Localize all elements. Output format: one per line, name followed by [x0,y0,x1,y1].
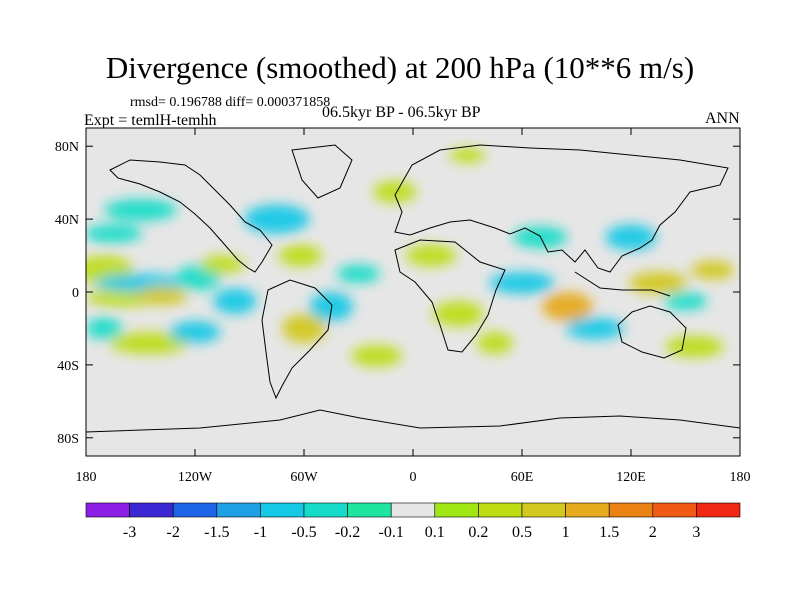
contour-region [336,264,381,283]
colorbar-swatch [172,502,218,518]
season-label: ANN [705,110,740,127]
colorbar-label: -0.2 [335,524,360,541]
colorbar-swatch [390,502,436,518]
contour-region [432,301,484,327]
x-tick-label: 120W [178,470,213,485]
contour-region [373,180,417,203]
contour-region [405,244,457,267]
contour-region [476,332,513,354]
contour-region [449,148,486,163]
colorbar-label: -0.1 [379,524,404,541]
coastline-eurasia [394,144,729,273]
coastline-north-america [109,159,273,273]
x-tick-label: 180 [76,470,97,485]
y-tick-label: 40S [57,359,79,374]
x-tick-label: 60E [511,470,534,485]
colorbar-swatch [608,502,654,518]
colorbar-swatch [434,502,479,518]
coastline-south-america [261,279,333,400]
colorbar-label: 0.5 [512,524,532,541]
contour-region [244,204,310,234]
coastline-indonesia [574,271,671,297]
colorbar-swatch [129,502,174,518]
colorbar-label: -1.5 [204,524,229,541]
contour-region [665,335,724,358]
contour-region [278,244,323,267]
contour-region [169,321,221,344]
contour-region [489,271,555,294]
colorbar-label: 0.1 [425,524,445,541]
contour-region [629,271,688,294]
contour-region [541,292,593,322]
colorbar-label: 2 [649,524,657,541]
colorbar-label: 1 [562,524,570,541]
colorbar-label: 0.2 [468,524,488,541]
contour-region [565,317,624,340]
colorbar-swatch [696,502,741,518]
stats-text: rmsd= 0.196788 diff= 0.000371858 [130,95,331,110]
colorbar-label: -2 [167,524,180,541]
experiment-label: Expt = temlH-temhh [84,112,217,129]
chart-title: Divergence (smoothed) at 200 hPa (10**6 … [105,50,695,85]
colorbar-swatch [260,502,305,518]
colorbar-swatch [216,502,261,518]
colorbar-label: -1 [254,524,267,541]
coastline-australia [617,305,687,359]
contour-region [282,313,326,344]
colorbar-swatch [478,502,523,518]
coastline-antarctica [86,409,740,433]
colorbar-swatch [303,502,348,518]
colorbar-swatch [565,502,610,518]
contour-region [136,286,188,305]
y-tick-label: 80S [57,432,79,447]
y-tick-label: 0 [72,286,79,301]
colorbar-swatch [652,502,697,518]
contour-region [104,199,177,221]
colorbar-label: -0.5 [291,524,316,541]
coastline-africa [394,239,506,353]
colorbar-label: 3 [692,524,700,541]
contour-region [690,261,735,280]
x-tick-label: 120E [616,470,646,485]
x-tick-label: 0 [410,470,417,485]
x-tick-label: 180 [730,470,751,485]
coastline-greenland [291,144,353,199]
contour-region [663,292,708,311]
colorbar-label: 1.5 [599,524,619,541]
y-tick-label: 40N [55,213,79,228]
contour-region [86,317,123,340]
colorbar-swatch [85,502,130,518]
contour-region [109,332,190,354]
contour-region [605,224,657,251]
map-background [86,128,740,456]
contour-region [213,288,257,314]
colorbar-label: -3 [123,524,136,541]
colorbar-swatch [521,502,566,518]
period-label: 06.5kyr BP - 06.5kyr BP [322,104,481,121]
contour-region [200,255,245,274]
y-tick-label: 80N [55,140,79,155]
x-tick-label: 60W [290,470,318,485]
colorbar-swatch [347,502,392,518]
contour-region [351,344,403,367]
contour-region [86,224,143,243]
